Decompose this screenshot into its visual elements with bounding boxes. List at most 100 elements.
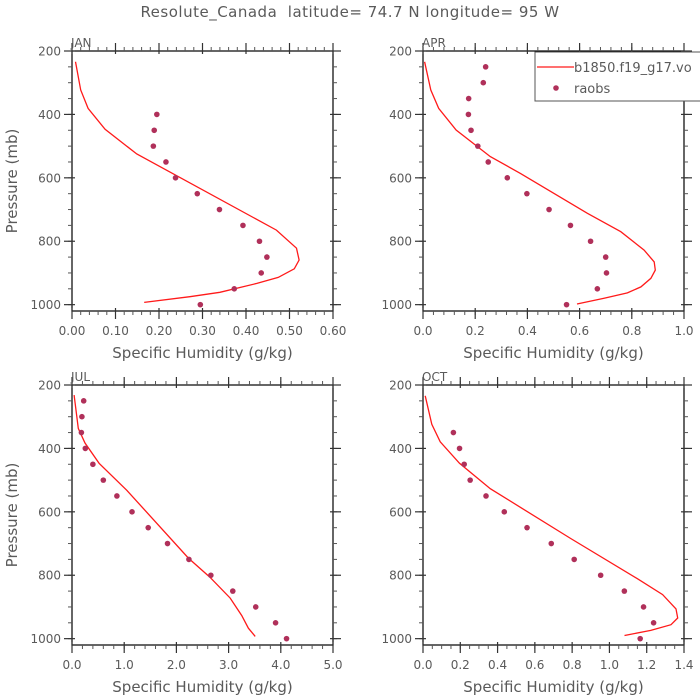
obs-point	[501, 509, 508, 515]
y-tick-label: 200	[38, 45, 61, 59]
x-tick-label: 0.00	[59, 324, 86, 338]
plot-frame	[71, 50, 334, 312]
obs-point	[637, 635, 643, 642]
obs-point	[465, 95, 472, 102]
x-tick-label: 0.0	[413, 324, 432, 338]
x-tick-label: 0.4	[488, 658, 507, 672]
x-tick-label: 5.0	[323, 658, 342, 672]
obs-point	[640, 604, 647, 610]
obs-point	[597, 572, 604, 579]
obs-point	[264, 254, 270, 260]
y-tick-label: 1000	[30, 632, 61, 646]
x-axis-label: Specific Humidity (g/kg)	[463, 678, 643, 696]
legend-obs-label: raobs	[574, 82, 611, 97]
x-tick-label: 0.60	[320, 324, 347, 338]
obs-point	[587, 238, 594, 245]
obs-point	[571, 556, 577, 563]
obs-point	[78, 429, 85, 436]
x-tick-label: 0.2	[466, 324, 485, 338]
y-tick-label: 600	[38, 171, 61, 185]
plot-frame	[422, 50, 685, 312]
x-tick-label: 1.2	[637, 658, 656, 672]
x-tick-label: 0.20	[146, 324, 173, 338]
y-tick-label: 200	[38, 379, 61, 393]
obs-point	[548, 540, 555, 547]
obs-point	[258, 270, 265, 276]
obs-point	[482, 64, 489, 70]
legend-box	[534, 51, 700, 102]
panel-title: APR	[422, 36, 446, 50]
x-tick-label: 0.10	[102, 324, 129, 338]
x-tick-label: 2.0	[167, 658, 186, 672]
x-tick-label: 0.6	[570, 324, 589, 338]
obs-point	[229, 588, 236, 594]
obs-point	[283, 635, 290, 642]
x-tick-label: 0.6	[525, 658, 544, 672]
obs-point	[504, 175, 511, 181]
y-tick-label: 600	[389, 171, 412, 185]
x-tick-label: 0.8	[563, 658, 582, 672]
x-tick-label: 1.0	[600, 658, 619, 672]
obs-point	[485, 159, 492, 165]
obs-point	[90, 461, 96, 468]
model-line	[74, 61, 300, 304]
legend-model-label: b1850.f19_g17.vo	[574, 61, 692, 76]
y-tick-label: 600	[38, 505, 61, 519]
panel-title: JAN	[70, 36, 92, 50]
obs-point	[467, 477, 473, 483]
obs-point	[480, 79, 487, 86]
x-tick-label: 0.8	[622, 324, 641, 338]
obs-point	[465, 111, 472, 118]
model-line	[423, 61, 656, 305]
plot-frame	[71, 384, 334, 646]
x-tick-label: 4.0	[271, 658, 290, 672]
y-tick-label: 800	[389, 569, 412, 583]
x-tick-label: 0.50	[276, 324, 303, 338]
legend-obs-swatch	[553, 85, 559, 91]
obs-point	[100, 477, 107, 483]
panel-apr: 0.0 0.2 0.4 0.6 0.8 1.0 200 400 600 800 1000 APR Spe…	[381, 36, 693, 362]
obs-point	[240, 222, 246, 229]
figure-title: Resolute_Canada latitude= 74.7 N longitu…	[140, 3, 560, 21]
obs-point	[154, 111, 160, 118]
obs-point	[208, 572, 214, 579]
x-axis-label: Specific Humidity (g/kg)	[112, 344, 292, 362]
x-tick-label: 0.4	[518, 324, 537, 338]
y-tick-label: 400	[389, 442, 412, 456]
obs-point	[567, 222, 574, 229]
y-tick-label: 1000	[381, 298, 412, 312]
obs-point	[456, 445, 463, 452]
obs-point	[461, 461, 468, 468]
obs-point	[80, 398, 87, 404]
obs-point	[252, 604, 259, 610]
obs-point	[475, 143, 481, 149]
y-tick-label: 400	[38, 442, 61, 456]
obs-point	[150, 143, 157, 149]
x-tick-label: 0.2	[451, 658, 470, 672]
obs-point	[163, 159, 169, 165]
y-tick-label: 1000	[30, 298, 61, 312]
y-axis-label: Pressure (mb)	[3, 129, 21, 234]
obs-point	[151, 127, 158, 134]
y-tick-label: 600	[389, 505, 412, 519]
obs-point	[594, 286, 601, 292]
y-axis-label: Pressure (mb)	[3, 463, 21, 568]
obs-point	[272, 620, 279, 626]
x-tick-label: 1.0	[115, 658, 134, 672]
x-tick-label: 1.0	[674, 324, 693, 338]
obs-point	[450, 429, 457, 436]
x-tick-label: 0.0	[62, 658, 81, 672]
obs-point	[129, 509, 135, 515]
model-line	[424, 395, 679, 637]
x-axis-label: Specific Humidity (g/kg)	[112, 678, 292, 696]
obs-point	[602, 254, 609, 260]
x-axis-label: Specific Humidity (g/kg)	[463, 344, 643, 362]
y-tick-label: 200	[389, 45, 412, 59]
obs-point	[114, 493, 120, 499]
y-tick-label: 400	[389, 108, 412, 122]
obs-point	[197, 301, 204, 308]
obs-point	[145, 524, 152, 531]
